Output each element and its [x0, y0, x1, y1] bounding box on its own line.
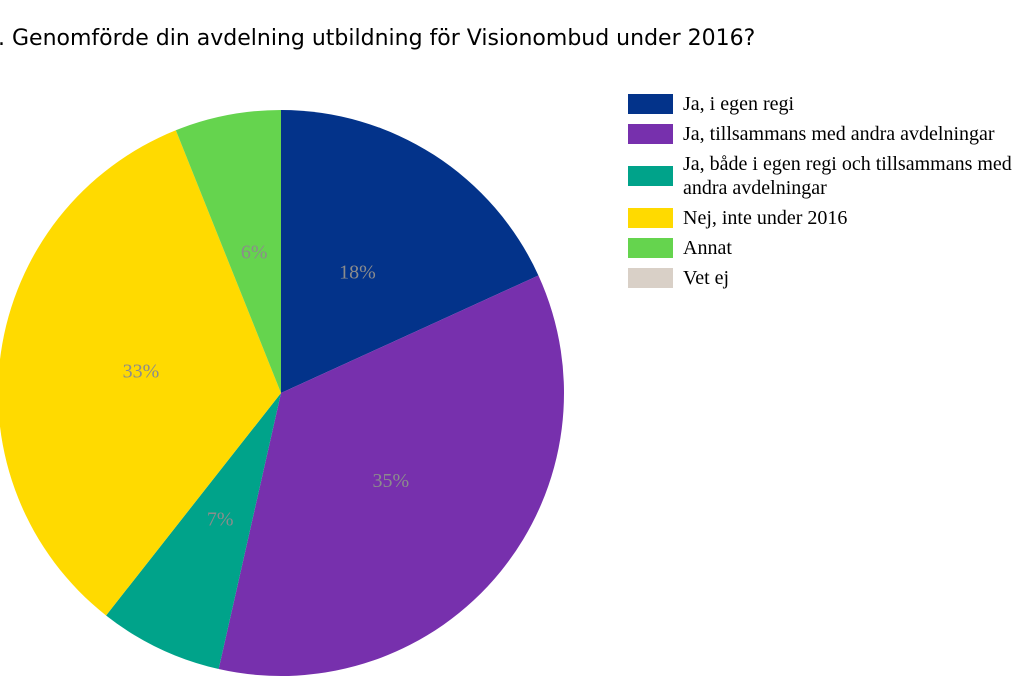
pie-slice: [175, 110, 281, 393]
legend-item: Ja, i egen regi: [628, 92, 1020, 116]
legend-label: Ja, både i egen regi och tillsammans med…: [683, 153, 1012, 199]
chart-title: . Genomförde din avdelning utbildning fö…: [0, 26, 756, 51]
legend-item: Annat: [628, 236, 1020, 260]
data-label: 18%: [339, 262, 376, 284]
legend-label: Ja, tillsammans med andra avdelningar: [683, 123, 995, 145]
legend-swatch: [628, 208, 673, 228]
legend-swatch: [628, 268, 673, 288]
legend-item: Vet ej: [628, 266, 1020, 290]
legend-swatch: [628, 94, 673, 114]
data-label: 7%: [207, 508, 234, 530]
data-label: 33%: [123, 360, 160, 382]
legend-label: Ja, i egen regi: [683, 93, 795, 115]
pie-slice: [281, 110, 539, 393]
legend-label: Vet ej: [683, 267, 730, 289]
pie-slice: [218, 275, 565, 676]
data-label: 6%: [241, 242, 268, 264]
pie-slice: [0, 130, 281, 616]
legend-swatch: [628, 166, 673, 186]
legend: Ja, i egen regi Ja, tillsammans med andra…: [628, 92, 1020, 296]
legend-item: Nej, inte under 2016: [628, 206, 1020, 230]
legend-label: Nej, inte under 2016: [683, 207, 848, 229]
legend-swatch: [628, 124, 673, 144]
data-label: 35%: [372, 470, 409, 492]
legend-item: Ja, tillsammans med andra avdelningar: [628, 122, 1020, 146]
legend-item: Ja, både i egen regi och tillsammans med…: [628, 152, 1020, 200]
pie-slice: [106, 393, 281, 670]
legend-label: Annat: [683, 237, 732, 259]
legend-swatch: [628, 238, 673, 258]
